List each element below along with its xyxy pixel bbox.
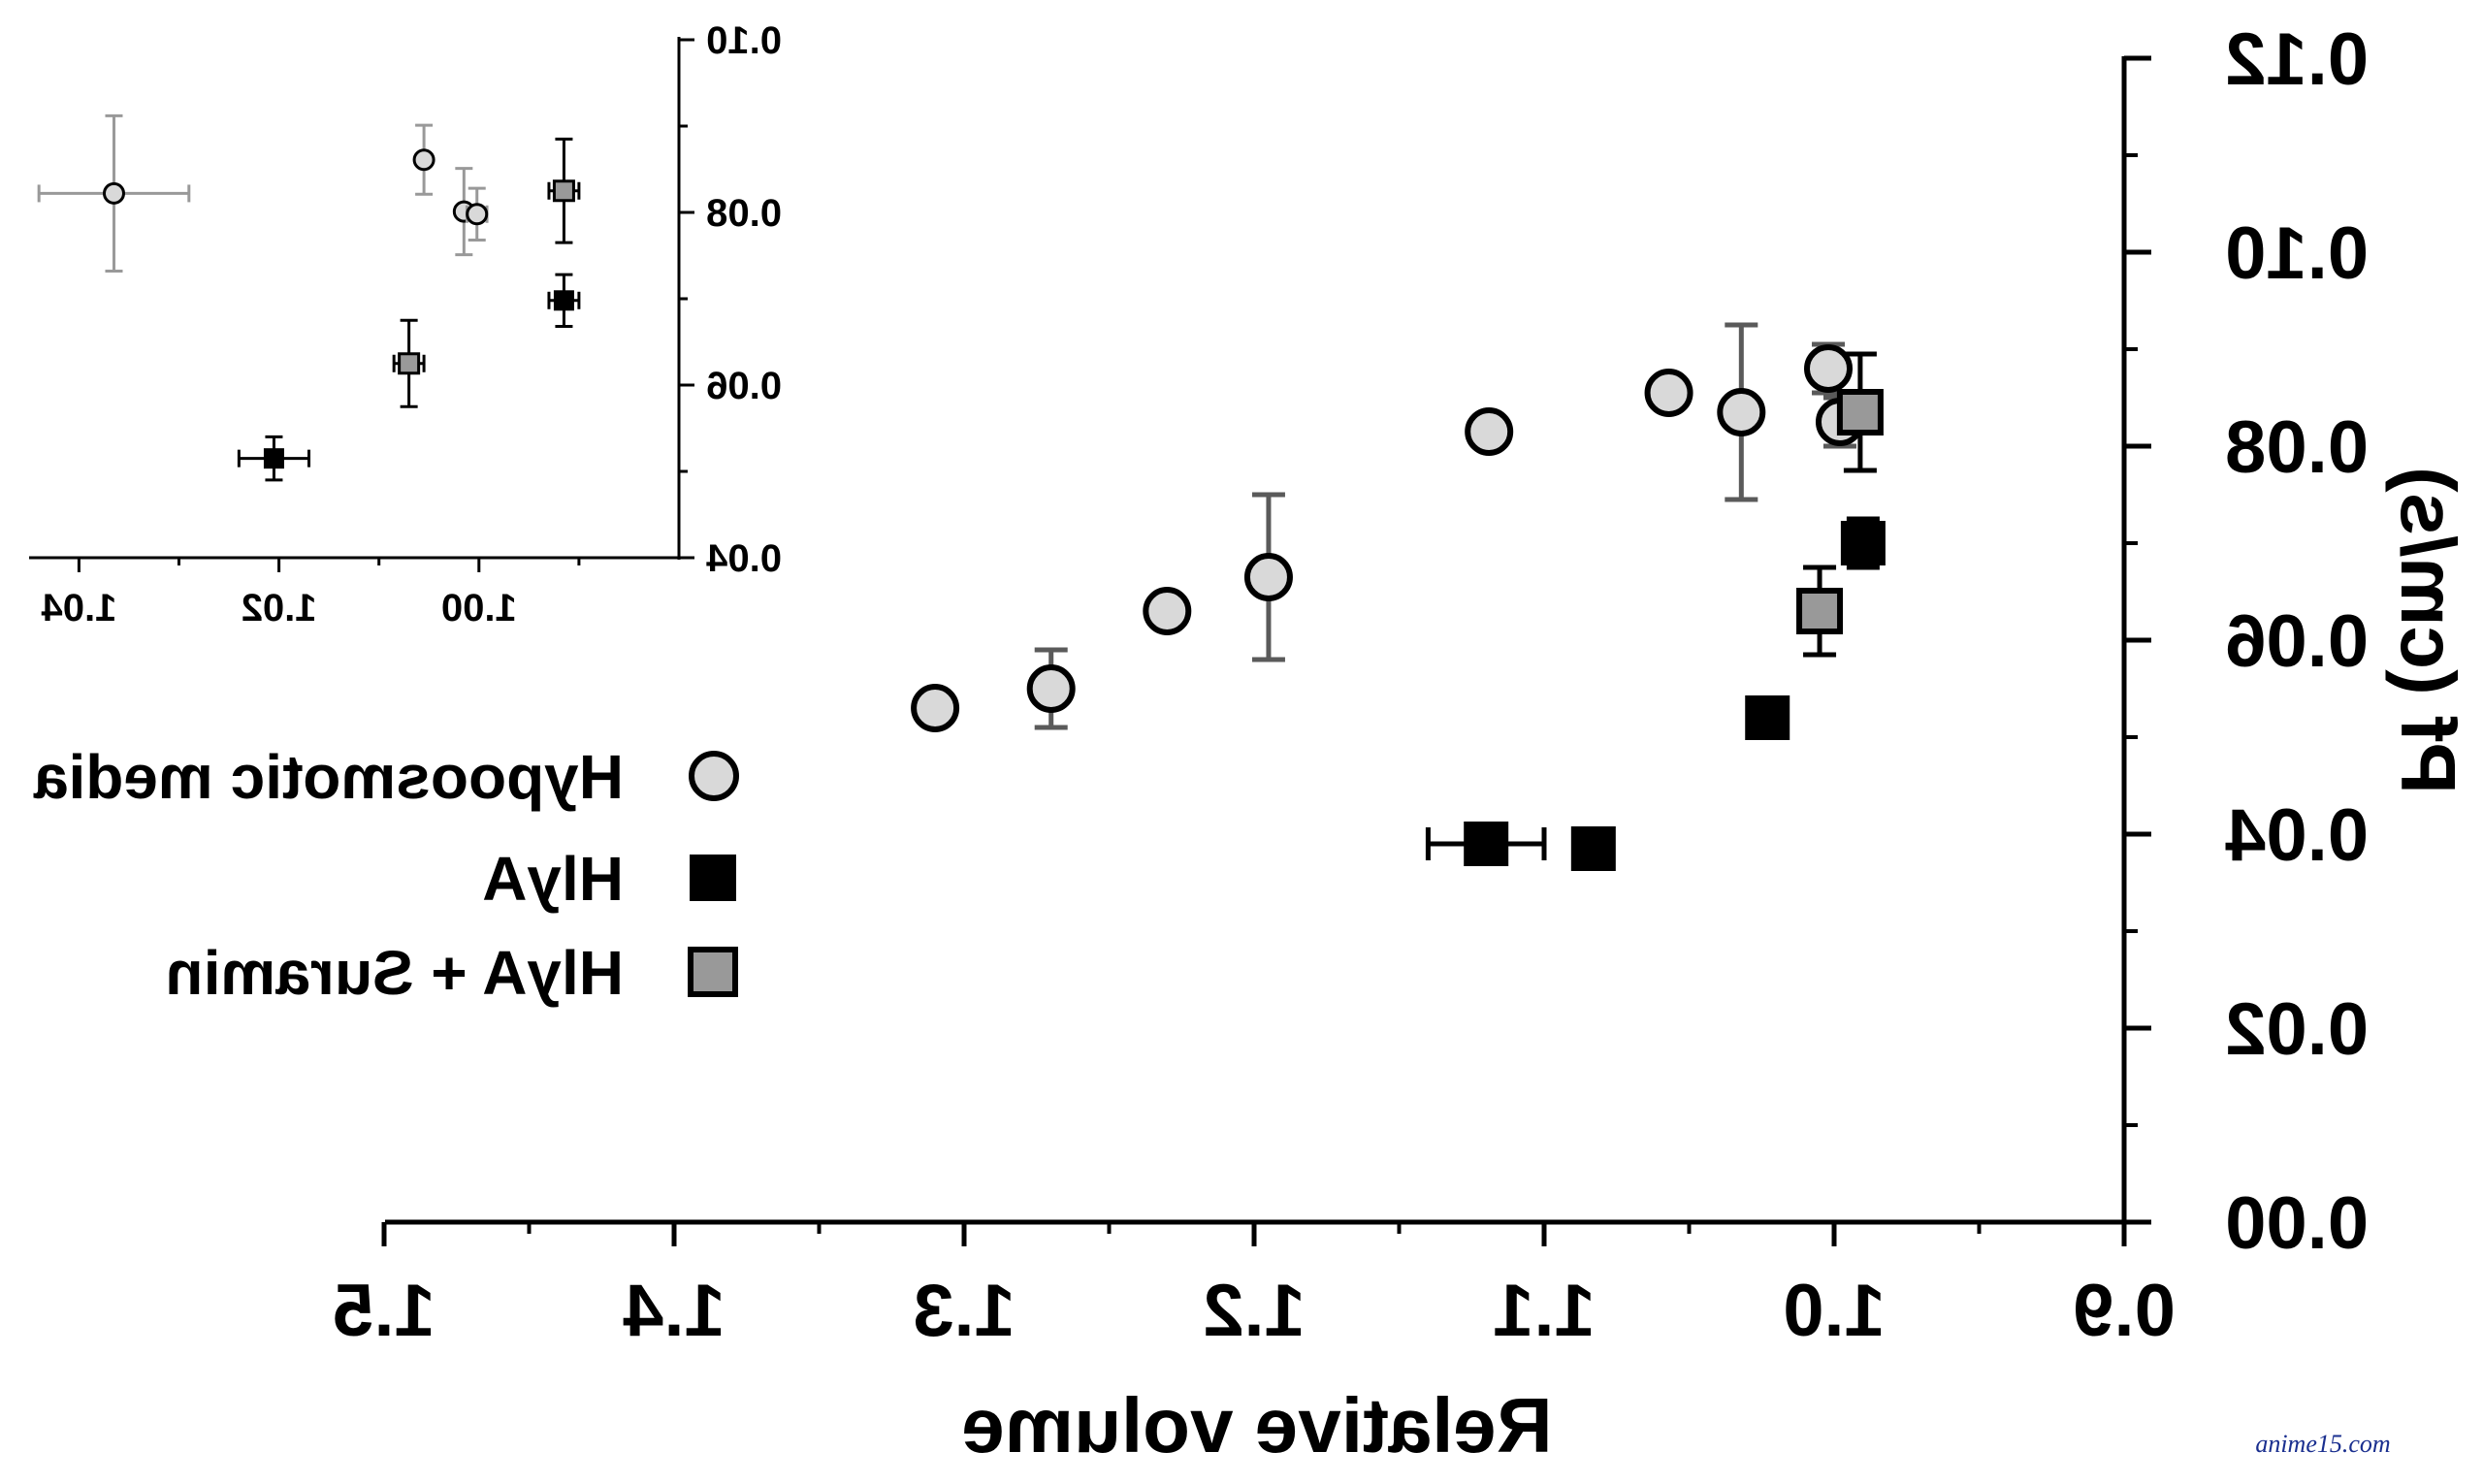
data-point (1465, 407, 1514, 456)
data-point (1796, 588, 1844, 634)
inset-data-point (466, 203, 489, 226)
inset-series-hlya-suramin (392, 137, 581, 408)
legend-marker-square (688, 947, 738, 997)
data-point (1143, 587, 1192, 635)
y-tick-label: 0.02 (2225, 988, 2369, 1071)
inset-y-tick-label: 0.04 (705, 537, 782, 580)
data-point (1644, 369, 1693, 417)
inset-y-tick-label: 0.06 (706, 365, 782, 407)
inset-data-point (102, 181, 125, 205)
data-point (1243, 553, 1293, 601)
data-point (911, 684, 960, 732)
legend-marker-circle (689, 751, 739, 801)
data-point (1745, 695, 1790, 740)
inset-x-tick-label: 1.04 (41, 587, 117, 629)
inset-x-tick-label: 1.02 (242, 587, 317, 629)
data-point (1026, 664, 1076, 713)
legend-label: Hypoosmotic media (33, 742, 624, 812)
inset-data-point (552, 179, 575, 203)
x-tick-label: 0.9 (2073, 1270, 2176, 1352)
inset-data-point (553, 290, 574, 311)
y-tick-label: 0.12 (2225, 18, 2369, 101)
legend-marker-square (690, 855, 736, 901)
inset-data-point (263, 448, 284, 469)
inset-series-hlya (237, 273, 581, 482)
legend-label: HlyA + Suramin (166, 938, 624, 1008)
series-hypoosmotic-media (911, 322, 1864, 732)
legend-label: HlyA (482, 844, 624, 914)
inset-x-tick-label: 1.00 (441, 587, 517, 629)
y-tick-label: 0.04 (2225, 794, 2369, 877)
x-tick-label: 1.4 (623, 1270, 726, 1352)
inset-series-hypoosmotic-media (37, 113, 489, 274)
y-tick-label: 0.10 (2225, 212, 2369, 295)
y-tick-label: 0.00 (2225, 1182, 2369, 1265)
series-hlya (1425, 516, 1886, 871)
inset-y-tick-label: 0.10 (706, 19, 782, 62)
x-tick-label: 1.5 (333, 1270, 435, 1352)
data-point (1570, 826, 1616, 871)
x-tick-label: 1.3 (913, 1270, 1016, 1352)
y-axis-title: Pf (cm/s) (2385, 467, 2471, 794)
y-tick-label: 0.08 (2225, 406, 2369, 489)
data-point (1840, 521, 1886, 565)
x-tick-label: 1.2 (1203, 1270, 1306, 1352)
inset-data-point (412, 148, 435, 172)
data-point (1804, 344, 1854, 393)
legend: Hypoosmotic media HlyA HlyA + Suramin (33, 742, 739, 1008)
x-axis-title: Relative volume (961, 1382, 1552, 1468)
watermark: anime15.com (2255, 1430, 2390, 1458)
inset-y-tick-label: 0.08 (706, 192, 782, 235)
data-point (1464, 822, 1509, 866)
data-point (1717, 388, 1766, 436)
series-hlya-suramin (1796, 351, 1884, 658)
inset-data-point (398, 352, 421, 375)
y-tick-label: 0.06 (2225, 600, 2369, 683)
inset-plot: 1.00 1.02 1.04 0.04 0.06 0.08 0.10 (29, 19, 782, 629)
data-point (1836, 389, 1884, 436)
x-tick-label: 1.0 (1783, 1270, 1886, 1352)
x-tick-label: 1.1 (1493, 1270, 1596, 1352)
main-plot: 0.9 1.0 1.1 1.2 1.3 1.4 1.5 0.00 0.02 0.04 0.06 0.0… (333, 18, 2471, 1468)
